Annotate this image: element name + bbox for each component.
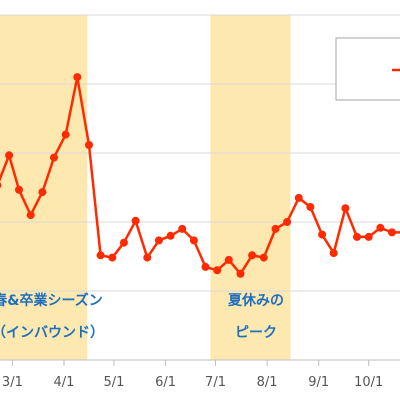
x-tick-labels: 3/1 4/1 5/1 6/1 7/1 8/1 9/1 10/1 [2, 360, 383, 390]
data-point [15, 185, 23, 194]
data-point [213, 266, 222, 275]
x-tick-label: 3/1 [2, 375, 23, 390]
data-point [131, 216, 140, 225]
data-point [5, 151, 14, 160]
x-tick-label: 10/1 [354, 375, 383, 390]
highlight-band [210, 15, 291, 360]
data-point [271, 224, 280, 233]
data-point [294, 193, 303, 202]
x-tick-label: 4/1 [54, 375, 75, 390]
data-point [50, 153, 58, 162]
data-point [108, 253, 117, 262]
data-point [329, 249, 338, 258]
data-point [61, 130, 70, 139]
data-point [306, 203, 315, 211]
data-point [166, 231, 175, 240]
data-point [236, 269, 245, 278]
annotation-text: 春&卒業シーズン [0, 292, 103, 309]
data-point [341, 204, 350, 213]
data-point [119, 238, 128, 247]
data-point [154, 236, 163, 245]
data-point [259, 253, 268, 262]
data-point [26, 211, 35, 220]
data-point [178, 224, 187, 233]
data-point [96, 251, 105, 260]
data-points [0, 73, 400, 278]
gridlines [0, 14, 400, 292]
data-point [189, 236, 198, 245]
annotation-text: 夏休みの [228, 292, 284, 309]
annotation-text: ピーク [235, 325, 277, 341]
data-point [353, 232, 361, 241]
highlight-bands [0, 15, 291, 360]
annotation-text: （インバウンド） [0, 325, 104, 341]
x-tick-label: 7/1 [205, 375, 226, 390]
data-point [38, 188, 47, 197]
legend-box [335, 37, 400, 101]
data-point [376, 223, 385, 232]
data-point [201, 262, 210, 271]
data-point [388, 228, 396, 237]
data-point [73, 73, 82, 82]
x-tick-label: 5/1 [103, 375, 124, 390]
data-point [0, 182, 2, 189]
data-point [85, 141, 93, 149]
data-point [224, 255, 233, 264]
data-point [143, 253, 152, 262]
data-point [283, 218, 292, 226]
data-point [248, 251, 257, 260]
data-point [364, 232, 373, 241]
x-tick-label: 6/1 [155, 375, 176, 390]
data-point [318, 230, 327, 239]
x-tick-label: 8/1 [257, 375, 278, 390]
x-tick-label: 9/1 [308, 375, 329, 390]
